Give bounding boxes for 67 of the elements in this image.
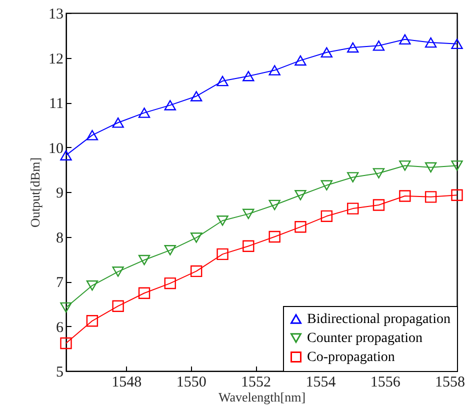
point (347, 172, 359, 182)
point (451, 160, 463, 171)
point (347, 202, 359, 214)
point (216, 248, 228, 260)
point (164, 100, 176, 110)
point (190, 265, 202, 278)
y-tick-label: 12 (48, 51, 64, 68)
legend-label: Counter propagation (307, 331, 422, 346)
point (86, 315, 98, 327)
point (138, 108, 150, 118)
point (112, 300, 124, 312)
legend-label: Bidirectional propagation (307, 312, 450, 327)
point (86, 130, 98, 140)
point (60, 337, 72, 350)
point (112, 117, 124, 128)
x-tick-label: 1558 (435, 374, 466, 390)
x-tick-label: 1550 (176, 374, 206, 390)
point (216, 76, 228, 86)
y-tick-label: 10 (48, 140, 64, 157)
y-tick-label: 11 (49, 96, 64, 112)
y-tick-label: 13 (48, 6, 64, 22)
point (424, 37, 437, 48)
point (320, 47, 333, 58)
point (242, 208, 254, 220)
point (268, 65, 280, 76)
point (320, 210, 333, 222)
point (347, 42, 359, 53)
y-tick-label: 7 (56, 275, 64, 291)
y-tick-label: 5 (56, 364, 64, 380)
point (294, 55, 306, 66)
point (86, 280, 98, 291)
legend-label: Co-propagation (307, 350, 395, 365)
point (268, 230, 280, 243)
point (372, 40, 385, 51)
point (164, 277, 176, 290)
point (399, 160, 411, 171)
x-tick-label: 1548 (112, 374, 142, 390)
point (112, 266, 124, 277)
y-axis-title: Output[dBm] (28, 157, 42, 228)
point (294, 221, 306, 233)
point (242, 240, 254, 252)
point (424, 191, 437, 203)
point (138, 287, 150, 299)
point (60, 302, 72, 313)
point (190, 91, 202, 102)
y-tick-label: 9 (56, 186, 64, 202)
point (451, 38, 463, 50)
point (138, 254, 150, 266)
point (372, 168, 385, 178)
point (320, 180, 333, 190)
point (399, 34, 411, 45)
x-tick-label: 1556 (370, 374, 401, 390)
point (424, 162, 437, 173)
point (399, 190, 411, 202)
x-tick-label: 1552 (241, 374, 272, 390)
x-tick-label: 1554 (306, 374, 336, 390)
point (294, 190, 306, 200)
point (451, 189, 463, 201)
point (372, 199, 385, 211)
point (242, 70, 254, 82)
y-tick-label: 8 (56, 230, 64, 246)
point (216, 216, 228, 226)
y-tick-label: 6 (56, 320, 64, 336)
point (268, 200, 280, 210)
point (164, 245, 176, 256)
point (190, 232, 202, 243)
x-axis-title: Wavelength[nm] (218, 390, 306, 404)
